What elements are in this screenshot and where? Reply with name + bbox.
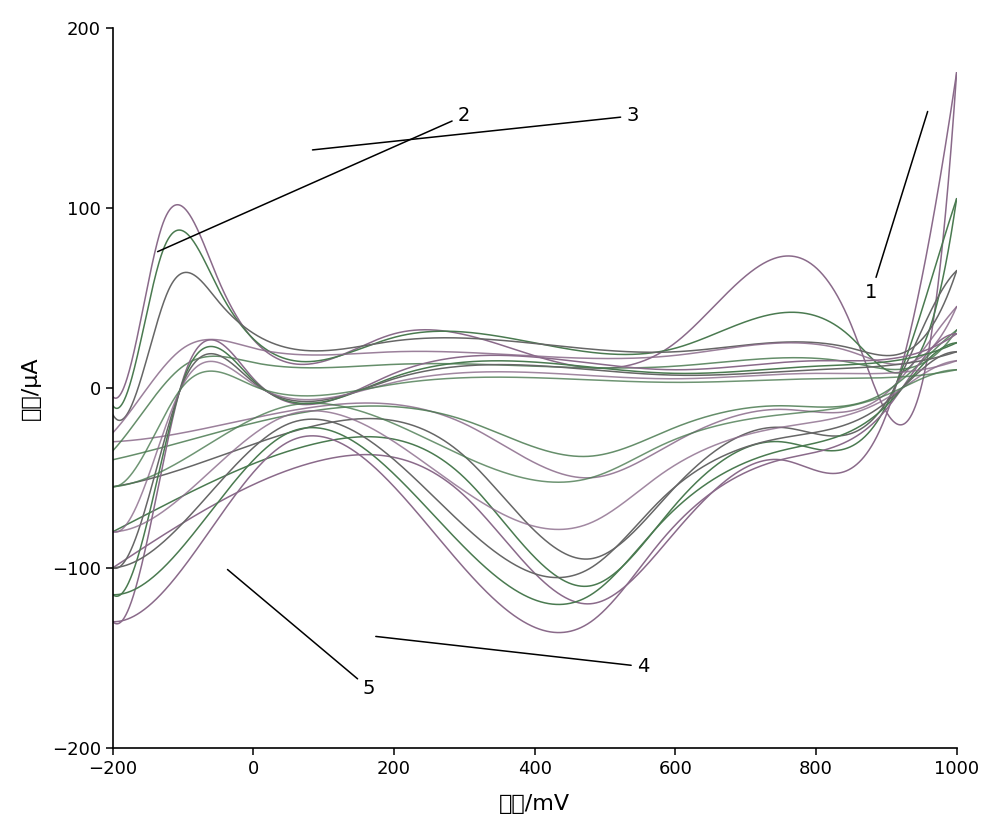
Text: 3: 3 xyxy=(313,106,639,150)
Text: 1: 1 xyxy=(865,111,928,301)
Text: 5: 5 xyxy=(228,569,375,698)
Text: 2: 2 xyxy=(158,106,470,251)
Text: 4: 4 xyxy=(376,636,649,676)
Y-axis label: 电流/μA: 电流/μA xyxy=(21,356,41,419)
X-axis label: 电位/mV: 电位/mV xyxy=(499,794,570,814)
